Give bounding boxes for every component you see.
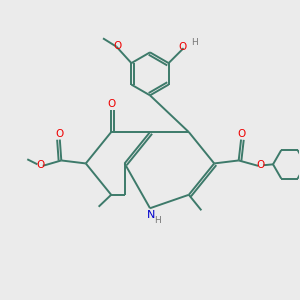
Text: O: O <box>237 129 245 139</box>
Text: H: H <box>190 38 197 47</box>
Text: O: O <box>178 42 186 52</box>
Text: H: H <box>154 216 161 225</box>
Text: O: O <box>36 160 44 170</box>
Text: N: N <box>146 210 155 220</box>
Text: O: O <box>107 99 115 109</box>
Text: O: O <box>56 129 64 139</box>
Text: O: O <box>114 41 122 51</box>
Text: O: O <box>256 160 264 170</box>
